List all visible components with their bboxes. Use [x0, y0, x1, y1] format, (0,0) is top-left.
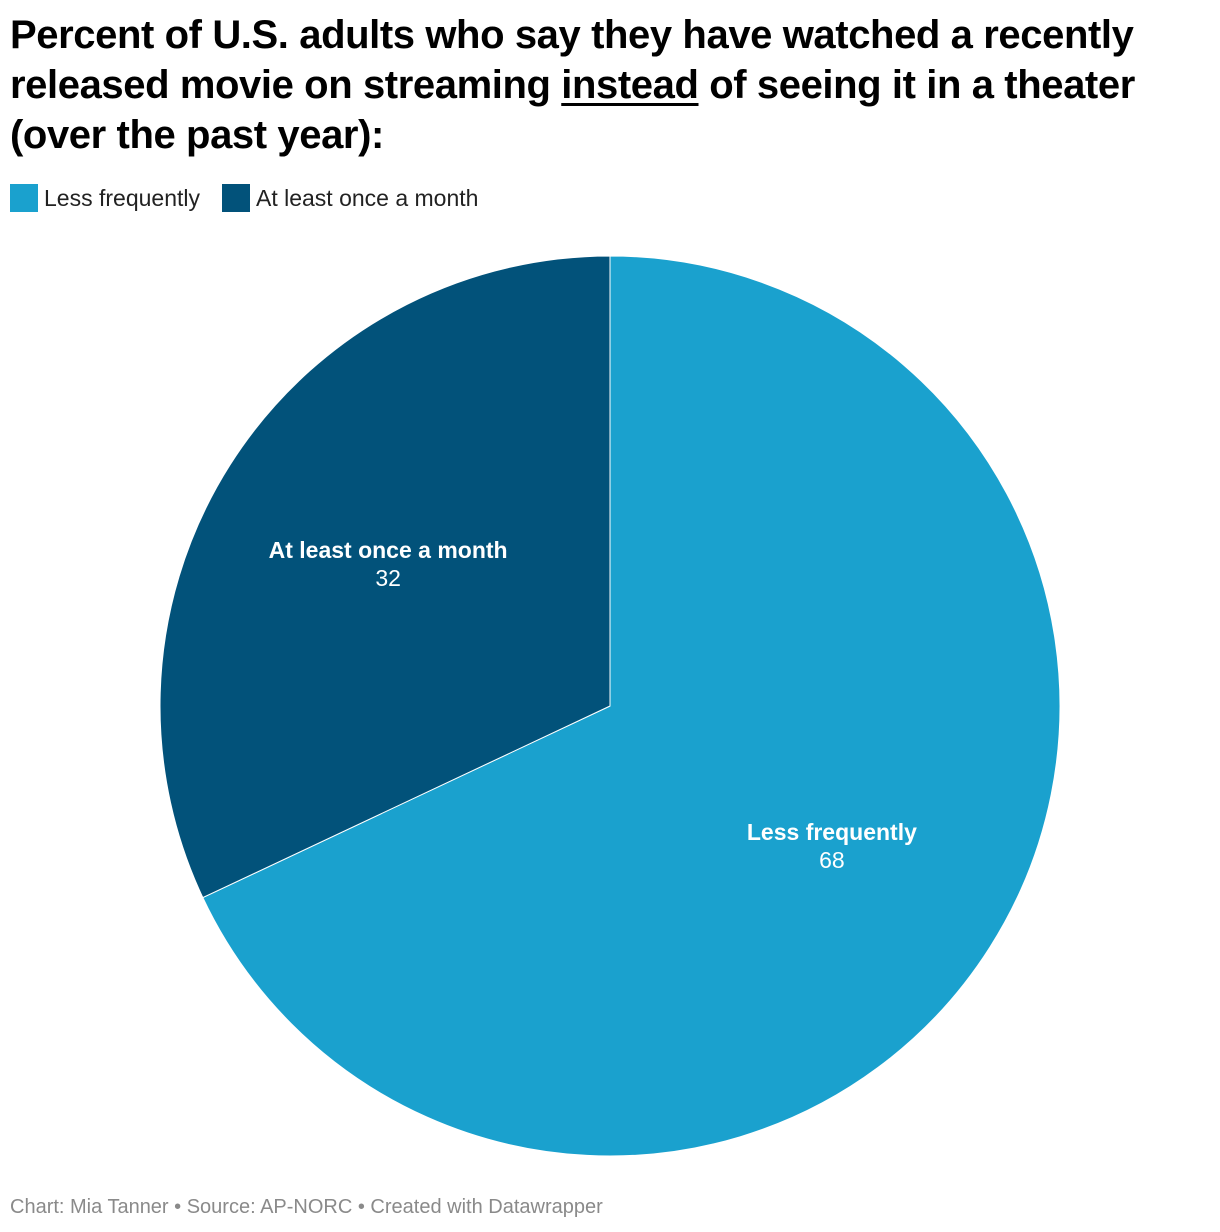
legend: Less frequently At least once a month: [10, 184, 500, 212]
slice-value-less-frequently: 68: [819, 847, 845, 873]
legend-swatch-at-least-once-a-month: [221, 184, 250, 212]
legend-item-at-least-once-a-month: At least once a month: [221, 184, 479, 212]
chart-title-text-end: of seeing it in a theater (over the past…: [10, 63, 1135, 157]
pie-slice-less-frequently: [202, 255, 1061, 1157]
pie-slice-at-least-once-a-month: [159, 255, 611, 899]
chart-title-underlined: instead: [561, 63, 699, 107]
slice-label-at-least-once-a-month: At least once a month: [269, 537, 508, 563]
legend-label-at-least-once-a-month: At least once a month: [255, 184, 479, 211]
slice-label-less-frequently: Less frequently: [747, 819, 917, 845]
legend-label-less-frequently: Less frequently: [44, 184, 200, 211]
slice-value-at-least-once-a-month: 32: [375, 565, 401, 591]
chart-footer: Chart: Mia Tanner • Source: AP-NORC • Cr…: [10, 1196, 603, 1218]
legend-item-less-frequently: Less frequently: [10, 184, 200, 212]
chart-title: Percent of U.S. adults who say they have…: [10, 10, 1215, 160]
pie-slices: [159, 255, 1061, 1157]
legend-swatch-less-frequently: [10, 184, 38, 212]
chart-title-text: Percent of U.S. adults who say they have…: [10, 13, 1134, 107]
